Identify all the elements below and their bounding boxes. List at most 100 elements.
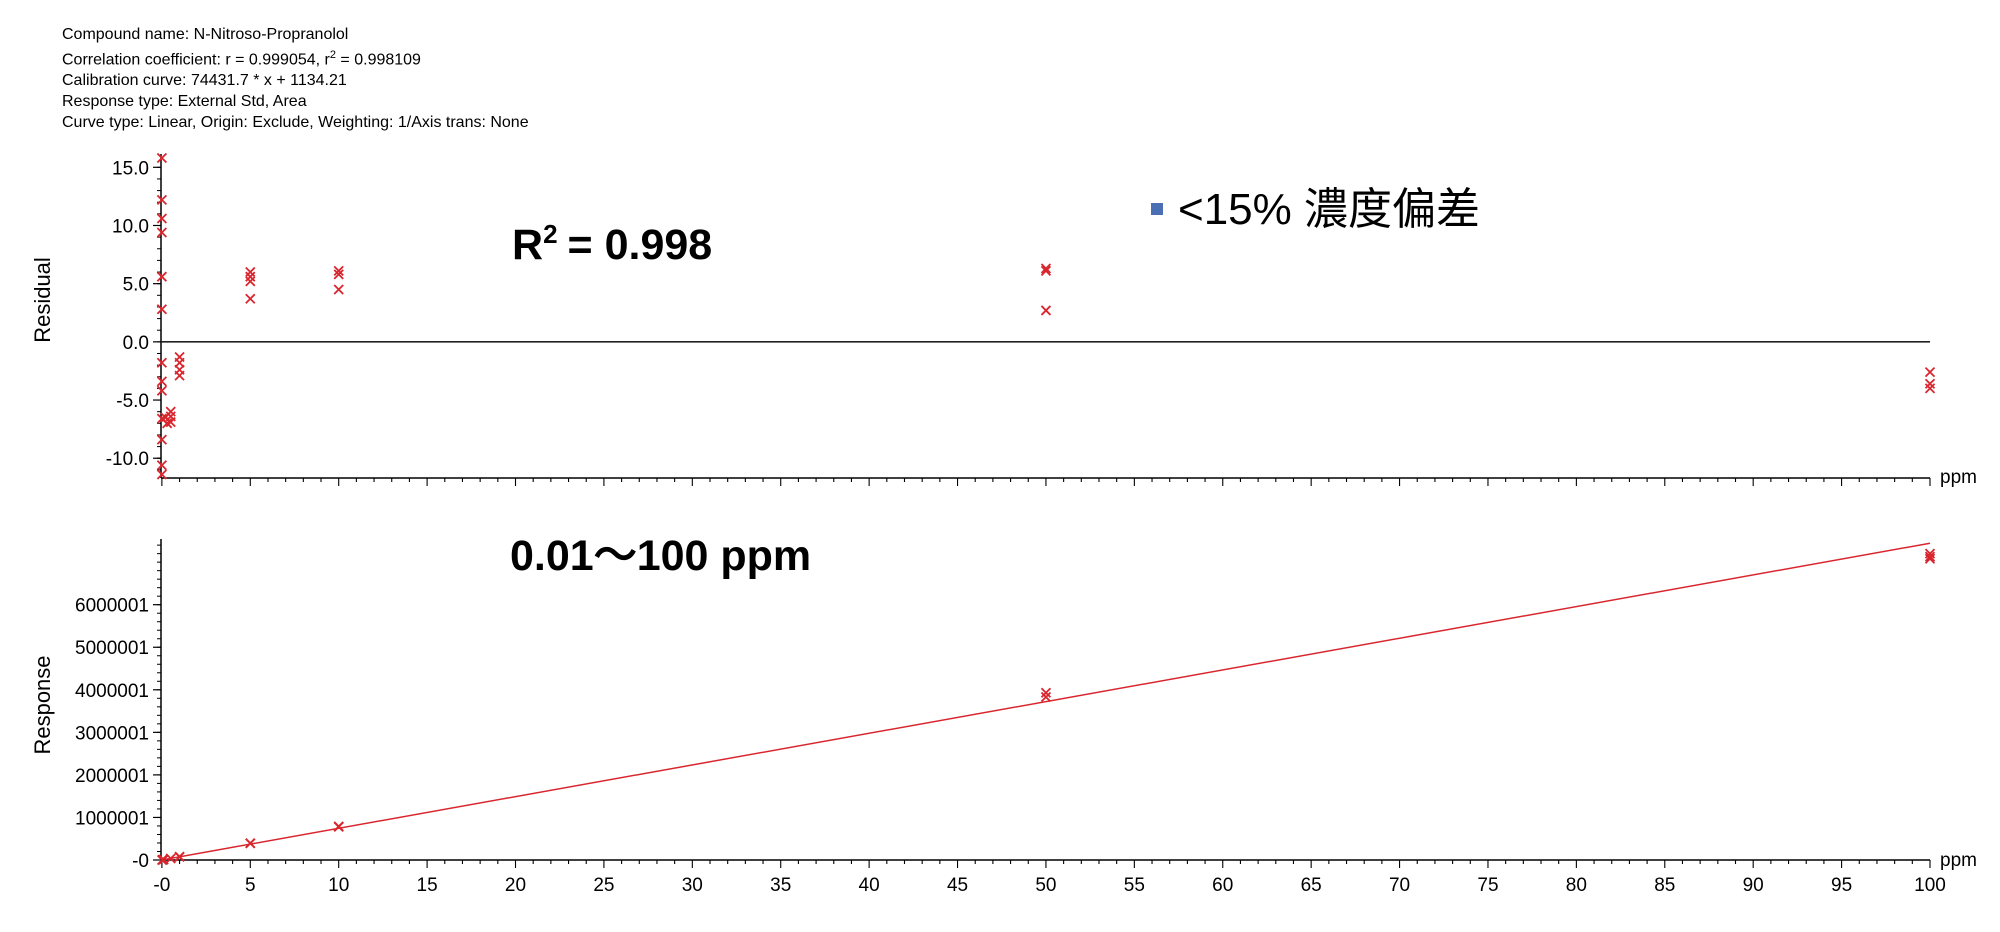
plot0-data-point: [245, 271, 256, 282]
legend-swatch: [1151, 203, 1163, 215]
plot0-marker-stroke: [156, 304, 168, 315]
plot1-x-tick-label: 80: [1566, 875, 1587, 896]
plot1-y-tick-label: -0: [132, 851, 149, 872]
plot1-y-tick-label: 2000001: [75, 766, 149, 787]
r2-base: R: [512, 221, 543, 269]
plot0-y-tick-label: -10.0: [106, 449, 149, 470]
curve-type: Curve type: Linear, Origin: Exclude, Wei…: [62, 114, 529, 132]
plot1-y-tick-label: 6000001: [75, 596, 149, 617]
plot1-x-tick-label: 5: [245, 875, 256, 896]
plot1-data-point: [1924, 553, 1936, 564]
plot1-x-tick-label: 10: [328, 875, 349, 896]
plot0-marker-stroke: [165, 417, 176, 428]
plot0-marker-stroke: [156, 152, 168, 164]
r2-sup: 2: [543, 219, 557, 249]
plot1-y-tick-label: 1000001: [75, 808, 149, 829]
plot0-data-point: [1924, 378, 1936, 389]
plot1-y-tick-label: 3000001: [75, 723, 149, 744]
response-plot: -0 1000001 2000001 3000001 4000001 5000001 600…: [75, 539, 1946, 896]
plot1-data-point: [165, 853, 176, 864]
plot1-x-tick-label: 30: [682, 875, 703, 896]
plot0-marker-stroke: [245, 266, 256, 278]
plot0-data-point: [1040, 265, 1052, 277]
plot0-marker-stroke: [156, 213, 168, 224]
plot0-y-tick-label: 0.0: [123, 333, 149, 354]
plot0-data-point: [174, 370, 185, 381]
plot0-marker-stroke: [333, 284, 344, 295]
plot0-data-point: [156, 357, 168, 368]
plot1-x-tick-label: 40: [859, 875, 880, 896]
plot0-marker-stroke: [156, 385, 168, 396]
plot0-marker-stroke: [156, 434, 168, 445]
plot1-marker-stroke: [1924, 553, 1936, 564]
plot1-marker-stroke: [1040, 687, 1052, 698]
plot0-marker-stroke: [160, 412, 171, 423]
plot1-x-tick-label: 60: [1212, 875, 1233, 896]
plot1-marker-stroke: [165, 853, 176, 864]
plot1-x-tick-label: 95: [1831, 875, 1852, 896]
plot0-data-point: [245, 266, 256, 278]
plot1-data-point: [174, 851, 185, 862]
plot1-x-tick-label: 15: [417, 875, 438, 896]
plot1-x-tick-label: 45: [947, 875, 968, 896]
correlation-suffix: = 0.998109: [335, 51, 421, 69]
plot0-marker-stroke: [156, 227, 168, 238]
plot1-x-tick-label: -0: [153, 875, 170, 896]
plot0-data-point: [156, 271, 168, 282]
plot0-y-tick-label: -5.0: [116, 391, 149, 412]
plot0-data-point: [245, 276, 256, 287]
plot1-marker-stroke: [174, 851, 185, 862]
plot0-data-point: [160, 412, 171, 423]
calibration-curve: Calibration curve: 74431.7 * x + 1134.21: [62, 72, 347, 90]
plot1-marker-stroke: [333, 821, 344, 832]
plot1-x-tick-label: 35: [770, 875, 791, 896]
plot1-x-tick-label: 70: [1389, 875, 1410, 896]
plot0-marker-stroke: [333, 265, 344, 277]
plot0-marker-stroke: [333, 269, 344, 280]
plot1-x-tick-label: 55: [1124, 875, 1145, 896]
plot0-y-tick-label: 10.0: [112, 216, 149, 237]
plot0-marker-stroke: [1040, 265, 1052, 277]
plot1-x-tick-label: 50: [1035, 875, 1056, 896]
plot0-y-tick-label: 5.0: [123, 275, 149, 296]
plot1-x-tick-label: 65: [1301, 875, 1322, 896]
plot1-data-point: [1040, 691, 1052, 703]
plot1-data-point: [333, 821, 344, 832]
plot0-data-point: [156, 469, 168, 480]
plot1-calibration-line: [161, 542, 1931, 861]
plot0-data-point: [1924, 366, 1936, 378]
plot1-y-tick-label: 4000001: [75, 681, 149, 702]
response-axis-title: Response: [30, 655, 55, 754]
plot0-data-point: [156, 434, 168, 445]
plot0-data-point: [1040, 305, 1052, 316]
plot1-y-tick-label: 5000001: [75, 638, 149, 659]
plot0-marker-stroke: [156, 460, 168, 471]
correlation-coefficient: Correlation coefficient: r = 0.999054, r…: [62, 45, 529, 70]
legend-label: <15% 濃度偏差: [1178, 185, 1480, 234]
plot0-y-tick-label: 15.0: [112, 158, 149, 179]
plot1-data-point: [245, 838, 256, 849]
plot0-data-point: [156, 385, 168, 396]
plot0-data-point: [162, 418, 173, 429]
plot0-marker-stroke: [174, 370, 185, 381]
plot0-marker-stroke: [156, 194, 168, 206]
plot0-data-point: [333, 269, 344, 280]
plot0-data-point: [156, 152, 168, 164]
r2-value: = 0.998: [568, 221, 713, 269]
plot1-x-tick-label: 100: [1914, 875, 1946, 896]
plot0-data-point: [156, 227, 168, 238]
plot0-marker-stroke: [1924, 378, 1936, 389]
plot0-marker-stroke: [1924, 383, 1936, 394]
plot1-x-tick-label: 25: [593, 875, 614, 896]
plot0-data-point: [333, 284, 344, 295]
response-type: Response type: External Std, Area: [62, 93, 307, 111]
plot0-marker-stroke: [156, 271, 168, 282]
plot1-x-tick-label: 20: [505, 875, 526, 896]
plot0-marker-stroke: [162, 418, 173, 429]
plot1-data-point: [1924, 551, 1936, 562]
plot1-marker-stroke: [1924, 551, 1936, 562]
plot0-data-point: [1040, 263, 1052, 274]
correlation-sup: 2: [329, 49, 336, 61]
r2-annotation: R2 = 0.998: [512, 219, 712, 269]
